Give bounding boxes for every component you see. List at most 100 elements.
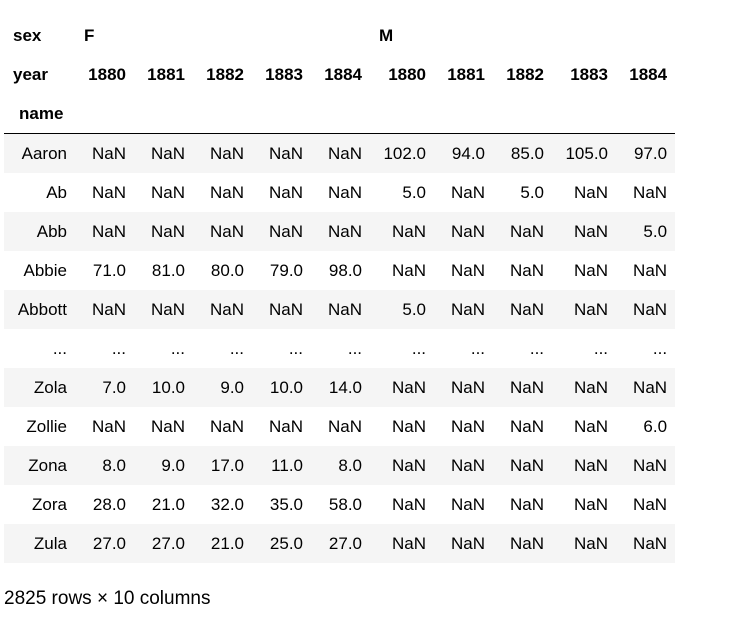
cell: 8.0	[102, 455, 126, 475]
cell: NaN	[392, 221, 427, 241]
cell: NaN	[510, 416, 545, 436]
table-row: Zula 27.0 27.0 21.0 25.0 27.0 NaN NaN NaN NaN NaN	[4, 524, 676, 563]
cell: NaN	[451, 416, 486, 436]
cell: NaN	[91, 182, 126, 202]
empty-header	[552, 94, 617, 134]
cell: 98.0	[328, 260, 363, 280]
cell: NaN	[510, 377, 545, 397]
empty-header	[193, 94, 252, 134]
cell: NaN	[510, 299, 545, 319]
column-header: 1882	[206, 64, 244, 84]
cell: NaN	[633, 533, 668, 553]
column-header: 1881	[447, 64, 486, 84]
column-header: 1882	[506, 64, 545, 84]
table-row: Abb NaN NaN NaN NaN NaN NaN NaN NaN NaN 5.0	[4, 212, 676, 251]
cell: NaN	[268, 182, 303, 202]
cell: 27.0	[151, 533, 185, 553]
group-header: M	[379, 25, 394, 45]
cell: NaN	[392, 494, 427, 514]
cell: NaN	[451, 533, 486, 553]
cell: 105.0	[565, 143, 609, 163]
cell: NaN	[268, 221, 303, 241]
cell: NaN	[574, 299, 609, 319]
cell: NaN	[451, 260, 486, 280]
cell: NaN	[150, 143, 185, 163]
cell: NaN	[268, 143, 303, 163]
level-name: year	[13, 64, 48, 84]
cell: NaN	[328, 299, 363, 319]
cell: NaN	[328, 221, 363, 241]
cell: NaN	[574, 455, 609, 475]
empty-header	[311, 94, 371, 134]
cell: NaN	[91, 416, 126, 436]
row-index: Abbie	[23, 260, 67, 280]
empty-header	[616, 94, 676, 134]
cell: 79.0	[269, 260, 303, 280]
cell: NaN	[574, 416, 609, 436]
table-row: Abbie 71.0 81.0 80.0 79.0 98.0 NaN NaN NaN NaN NaN	[4, 251, 675, 290]
cell: 80.0	[210, 260, 244, 280]
cell: NaN	[209, 221, 244, 241]
table-row: Abbott NaN NaN NaN NaN NaN 5.0 NaN NaN NaN NaN	[4, 290, 676, 329]
cell: NaN	[633, 299, 668, 319]
row-index: Zona	[28, 455, 67, 475]
cell: NaN	[633, 182, 668, 202]
column-header: 1883	[265, 64, 303, 84]
cell: 58.0	[328, 494, 363, 514]
cell: NaN	[574, 221, 609, 241]
cell: NaN	[510, 533, 545, 553]
cell: 21.0	[210, 533, 244, 553]
cell: NaN	[209, 416, 244, 436]
cell: 6.0	[643, 416, 668, 436]
cell: 102.0	[383, 143, 427, 163]
cell: NaN	[510, 494, 545, 514]
cell: 32.0	[210, 494, 244, 514]
cell: 81.0	[151, 260, 185, 280]
cell: ...	[288, 338, 303, 358]
cell: 71.0	[92, 260, 126, 280]
cell: 35.0	[269, 494, 303, 514]
cell: NaN	[451, 221, 486, 241]
cell: NaN	[633, 494, 668, 514]
cell: 14.0	[328, 377, 363, 397]
cell: 9.0	[161, 455, 185, 475]
cell: NaN	[392, 416, 427, 436]
header-row: year 1880 1881 1882 1883 1884 1880 1881 1882 1883…	[4, 55, 675, 94]
table-row: Zora 28.0 21.0 32.0 35.0 58.0 NaN NaN NaN NaN NaN	[4, 485, 675, 524]
cell: NaN	[328, 143, 363, 163]
cell: ...	[347, 338, 363, 358]
table-footer: 2825 rows × 10 columns	[4, 588, 211, 609]
cell: 10.0	[269, 377, 303, 397]
row-index: Zora	[32, 494, 67, 514]
row-index: Zula	[33, 533, 67, 553]
cell: 17.0	[210, 455, 244, 475]
column-header: 1880	[388, 64, 427, 84]
column-header: 1884	[629, 64, 668, 84]
cell: NaN	[392, 455, 427, 475]
cell: NaN	[574, 377, 609, 397]
row-index: Abb	[36, 221, 67, 241]
column-header: 1883	[570, 64, 609, 84]
table-row: Ab NaN NaN NaN NaN NaN 5.0 NaN 5.0 NaN NaN	[4, 173, 675, 212]
cell: 8.0	[338, 455, 363, 475]
cell: ...	[593, 338, 609, 358]
cell: NaN	[150, 416, 185, 436]
empty-header	[370, 94, 435, 134]
cell: NaN	[91, 143, 126, 163]
cell: NaN	[451, 455, 486, 475]
cell: NaN	[209, 143, 244, 163]
cell: NaN	[91, 221, 126, 241]
cell: NaN	[574, 494, 609, 514]
cell: ...	[411, 338, 427, 358]
cell: 10.0	[151, 377, 185, 397]
cell: 94.0	[451, 143, 486, 163]
row-index: Zollie	[26, 416, 67, 436]
column-header: 1884	[324, 64, 363, 84]
cell: 85.0	[510, 143, 545, 163]
table-row: Zollie NaN NaN NaN NaN NaN NaN NaN NaN NaN 6.0	[4, 407, 675, 446]
cell: NaN	[268, 416, 303, 436]
row-index: ...	[52, 338, 67, 358]
cell: NaN	[451, 182, 486, 202]
